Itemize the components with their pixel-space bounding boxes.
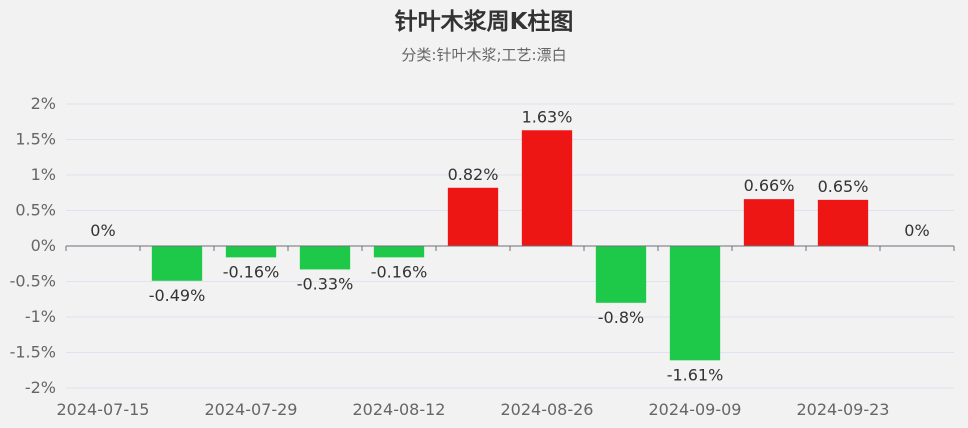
y-tick-label: 2%: [31, 94, 56, 113]
bar: [225, 246, 277, 258]
data-label: -0.33%: [297, 274, 354, 293]
bar: [151, 246, 203, 281]
y-tick-label: 1.5%: [15, 130, 56, 149]
data-label: 0.65%: [818, 177, 869, 196]
bar: [743, 199, 795, 246]
bar: [447, 187, 499, 246]
chart-title: 针叶木浆周K柱图: [394, 9, 574, 35]
data-label: -0.16%: [371, 262, 428, 281]
bar: [373, 246, 425, 258]
bar: [669, 246, 721, 361]
data-label: -0.8%: [598, 308, 644, 327]
y-tick-label: 0%: [31, 236, 56, 255]
data-label: -0.16%: [223, 262, 280, 281]
data-label: 0.66%: [744, 176, 795, 195]
data-label: 0%: [90, 221, 115, 240]
x-tick-label: 2024-09-09: [649, 400, 742, 419]
data-label: 1.63%: [522, 107, 573, 126]
x-tick-label: 2024-07-29: [205, 400, 298, 419]
data-label: 0%: [904, 221, 929, 240]
y-tick-label: -2%: [25, 378, 56, 397]
y-tick-label: -1.5%: [10, 343, 56, 362]
x-tick-label: 2024-09-23: [797, 400, 890, 419]
y-tick-label: 0.5%: [15, 201, 56, 220]
x-tick-label: 2024-08-26: [501, 400, 594, 419]
y-tick-label: -1%: [25, 307, 56, 326]
bar: [595, 246, 647, 303]
data-label: 0.82%: [448, 165, 499, 184]
y-tick-label: 1%: [31, 165, 56, 184]
bar: [521, 130, 573, 246]
x-tick-label: 2024-08-12: [353, 400, 446, 419]
data-label: -0.49%: [149, 286, 206, 305]
chart-subtitle: 分类:针叶木浆;工艺:漂白: [401, 46, 567, 64]
bar: [299, 246, 351, 270]
data-label: -1.61%: [667, 365, 724, 384]
y-tick-label: -0.5%: [10, 272, 56, 291]
bar: [817, 199, 869, 246]
x-tick-label: 2024-07-15: [57, 400, 150, 419]
